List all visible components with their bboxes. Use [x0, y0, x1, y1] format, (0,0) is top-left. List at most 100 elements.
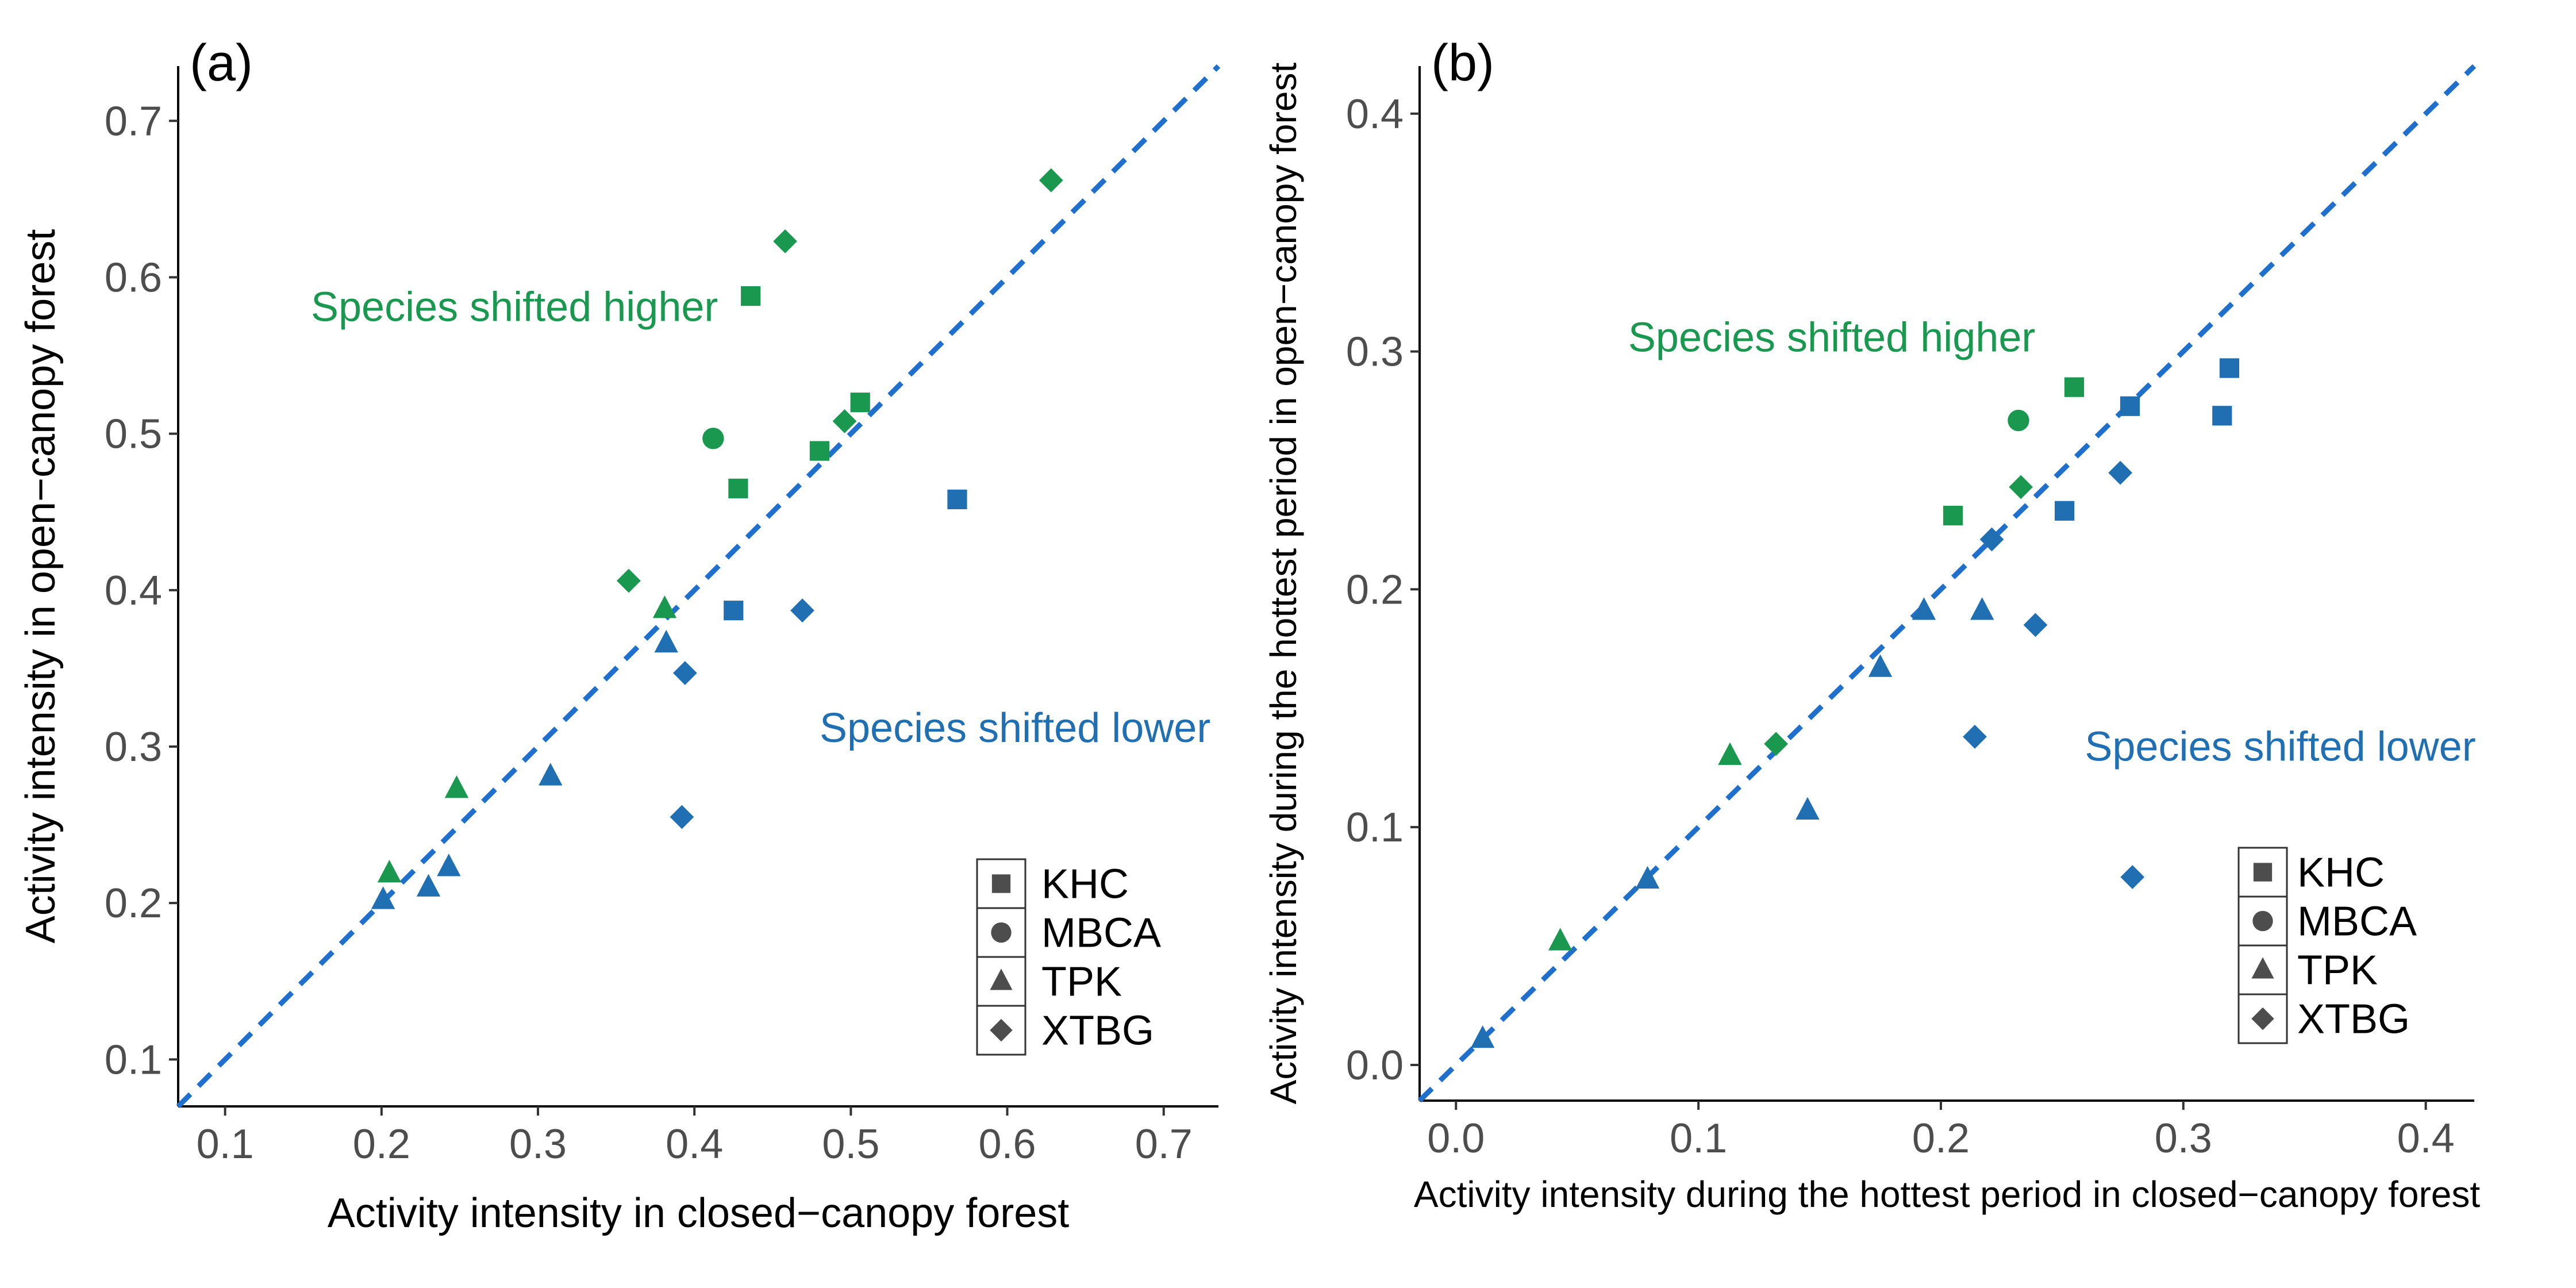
y-tick-label: 0.4 [1346, 91, 1404, 137]
data-point-tpk [1470, 1025, 1495, 1048]
legend-label: XTBG [1041, 1008, 1154, 1054]
y-axis-title: Activity intensity in open−canopy forest [18, 229, 64, 944]
y-tick-label: 0.2 [1346, 567, 1404, 613]
diamond-icon [2251, 1007, 2274, 1031]
x-tick-label: 0.1 [1670, 1116, 1727, 1162]
data-point-khc [947, 489, 967, 510]
identity-reference-line [176, 64, 1221, 1109]
data-point-khc [724, 601, 744, 621]
data-point-xtbg [1039, 168, 1063, 193]
x-tick-label: 0.4 [2397, 1116, 2455, 1162]
data-point-mbca [702, 428, 724, 449]
y-tick-label: 0.7 [105, 98, 162, 144]
panel-a: 0.1 0.2 0.3 0.4 0.5 0.6 0.7 0.1 0.2 0.3 0.4 0.5 0.6 0… [18, 34, 1221, 1236]
x-tick-label: 0.4 [666, 1121, 723, 1167]
annotation-shifted-higher: Species shifted higher [1628, 315, 2035, 361]
data-point-tpk [654, 629, 678, 653]
data-point-khc [2120, 396, 2140, 416]
data-point-xtbg [1963, 725, 1987, 749]
square-icon [2253, 863, 2273, 882]
diamond-icon [990, 1018, 1013, 1042]
data-point-tpk [1718, 742, 1742, 765]
data-point-khc [2219, 358, 2240, 378]
data-point-xtbg [2023, 613, 2048, 637]
data-point-xtbg [672, 661, 697, 685]
legend-label: TPK [2297, 948, 2378, 994]
x-axis-title: Activity intensity during the hottest pe… [1414, 1174, 2480, 1215]
legend-key-box [2237, 944, 2288, 995]
x-tick-label: 0.6 [979, 1121, 1036, 1167]
data-point-tpk [1868, 654, 1893, 677]
data-point-tpk [652, 595, 677, 618]
data-point-khc [2212, 406, 2232, 426]
y-tick-label: 0.1 [1346, 805, 1404, 851]
data-point-khc [809, 441, 830, 461]
data-point-khc [2054, 501, 2075, 521]
legend-label: TPK [1041, 959, 1122, 1005]
data-point-tpk [437, 853, 461, 876]
annotation-shifted-lower: Species shifted lower [820, 705, 1210, 751]
legend-label: KHC [2297, 850, 2385, 896]
data-point-khc [850, 393, 870, 413]
data-point-xtbg [670, 805, 694, 829]
annotation-shifted-lower: Species shifted lower [2085, 724, 2475, 770]
triangle-icon [2251, 957, 2274, 979]
identity-reference-line [1417, 64, 2477, 1103]
data-point-tpk [539, 763, 563, 786]
data-point-tpk [1795, 797, 1820, 820]
data-point-tpk [377, 860, 402, 883]
data-point-xtbg [790, 598, 814, 623]
data-point-khc [728, 478, 748, 498]
data-point-xtbg [1979, 527, 2004, 552]
data-point-xtbg [2009, 475, 2033, 499]
data-point-khc [1943, 505, 1963, 526]
data-point-tpk [444, 775, 469, 798]
data-point-xtbg [616, 568, 641, 593]
square-icon [991, 874, 1011, 893]
x-tick-label: 0.5 [822, 1121, 879, 1167]
x-tick-label: 0.7 [1135, 1121, 1193, 1167]
y-tick-label: 0.6 [105, 255, 162, 301]
data-point-mbca [2008, 409, 2029, 432]
x-tick-label: 0.1 [197, 1121, 254, 1167]
data-point-tpk [1912, 597, 1936, 620]
data-point-tpk [1635, 866, 1660, 889]
legend-label: MBCA [2297, 899, 2417, 945]
x-axis-title: Activity intensity in closed−canopy fore… [328, 1190, 1070, 1236]
data-point-xtbg [1764, 732, 1788, 756]
legend-label: XTBG [2297, 997, 2410, 1043]
data-point-xtbg [832, 409, 857, 433]
x-tick-label: 0.2 [353, 1121, 410, 1167]
x-tick-label: 0.2 [1912, 1116, 1970, 1162]
y-tick-label: 0.3 [105, 724, 162, 770]
y-tick-label: 0.4 [105, 568, 162, 614]
data-point-xtbg [2120, 865, 2145, 889]
y-tick-label: 0.5 [105, 412, 162, 457]
y-tick-label: 0.0 [1346, 1043, 1404, 1089]
data-point-tpk [416, 874, 441, 897]
data-point-khc [2064, 377, 2085, 397]
y-tick-label: 0.1 [105, 1037, 162, 1083]
legend-label: MBCA [1041, 910, 1161, 956]
data-point-xtbg [773, 229, 797, 253]
y-axis-title: Activity intensity during the hottest pe… [1263, 62, 1304, 1104]
panel-label: (b) [1431, 34, 1494, 92]
x-tick-label: 0.3 [509, 1121, 567, 1167]
data-point-tpk [1548, 928, 1572, 951]
circle-icon [991, 922, 1012, 943]
panel-b: 0.0 0.1 0.2 0.3 0.4 0.0 0.1 0.2 0.3 0.4 Species sh… [1263, 34, 2480, 1215]
data-point-tpk [1970, 597, 1994, 620]
annotation-shifted-higher: Species shifted higher [311, 284, 718, 330]
panel-label: (a) [190, 34, 253, 92]
circle-icon [2252, 910, 2273, 932]
triangle-icon [990, 968, 1013, 990]
data-point-xtbg [2108, 460, 2132, 485]
x-tick-label: 0.3 [2155, 1116, 2212, 1162]
legend-label: KHC [1041, 862, 1129, 908]
y-tick-label: 0.3 [1346, 329, 1404, 375]
data-point-tpk [371, 886, 395, 909]
